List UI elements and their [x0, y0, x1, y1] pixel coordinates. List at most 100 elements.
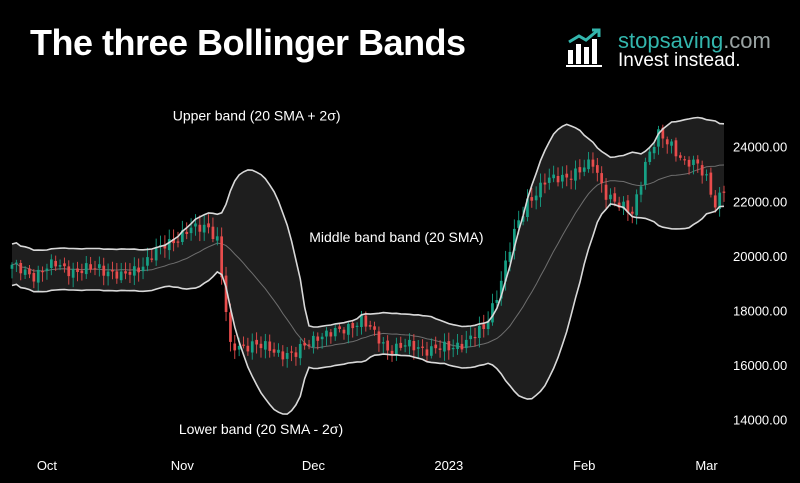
candle-body [342, 329, 346, 334]
candle [329, 329, 333, 344]
candle [67, 260, 71, 285]
candle-body [399, 342, 403, 348]
candle-body [115, 271, 119, 279]
candle-body [32, 273, 36, 282]
candle-body [438, 348, 442, 350]
candle-body [329, 332, 333, 337]
candle [333, 325, 337, 341]
upper-band-line [11, 116, 725, 328]
candle [687, 156, 691, 175]
candle [395, 337, 398, 361]
candle [692, 155, 695, 175]
y-tick-label: 14000.00 [733, 413, 787, 428]
candle-body [443, 341, 446, 352]
candle-body [530, 197, 534, 201]
candle-body [648, 151, 652, 162]
candle [478, 316, 481, 348]
candle [54, 255, 57, 271]
candle-body [591, 159, 595, 167]
candle-body [146, 257, 149, 266]
candle-body [464, 339, 468, 349]
candle [115, 262, 119, 284]
candle [469, 326, 472, 347]
candle-body [377, 331, 381, 344]
candle-body [307, 344, 311, 346]
candle [430, 338, 433, 359]
brand-logo[interactable]: stopsaving.com Invest instead. [566, 28, 796, 72]
candle-body [102, 265, 106, 276]
candle [106, 263, 110, 286]
candle [639, 181, 643, 203]
candle-body [386, 340, 389, 351]
candle-body [285, 353, 289, 359]
candle [587, 151, 590, 173]
candle [277, 343, 280, 357]
candle-body [600, 173, 603, 184]
candle [390, 345, 394, 362]
candle [696, 155, 700, 173]
candle-body [482, 324, 486, 329]
candle-body [670, 141, 673, 146]
candle-body [456, 342, 459, 349]
candle [644, 157, 647, 190]
candle-body [486, 320, 490, 329]
candle-body [395, 343, 398, 356]
candle [569, 170, 573, 190]
candle-body [473, 337, 477, 339]
x-axis: Oct Nov Dec 2023 Feb Mar [37, 458, 719, 473]
candle-body [312, 335, 315, 347]
candle-body [119, 271, 123, 281]
candle-body [543, 182, 547, 185]
candle-body [141, 266, 145, 272]
candle-body [281, 351, 285, 360]
candle [255, 332, 258, 354]
y-tick-label: 22000.00 [733, 194, 787, 209]
candle-body [622, 201, 625, 209]
candle-body [211, 226, 215, 239]
candle-body [220, 236, 223, 278]
candle [194, 214, 197, 236]
candle-body [84, 263, 88, 275]
candle [80, 263, 84, 281]
candle-body [154, 248, 158, 261]
candle-body [76, 268, 79, 272]
candle-body [128, 271, 132, 275]
candle-body [277, 349, 280, 353]
candle-body [41, 271, 44, 273]
candle-body [67, 266, 71, 277]
candle [128, 263, 132, 284]
candle [399, 336, 403, 351]
candle [342, 327, 346, 340]
candle-body [137, 267, 140, 273]
candle-body [460, 343, 464, 350]
candle-body [215, 236, 219, 241]
candle [596, 157, 599, 182]
candle-body [504, 260, 507, 282]
candle [146, 247, 149, 272]
candle [250, 333, 254, 360]
candle-body [478, 325, 481, 338]
candle-body [578, 167, 582, 173]
candle-body [421, 346, 424, 348]
page-title: The three Bollinger Bands [30, 22, 466, 63]
candle [137, 258, 140, 282]
candle-body [89, 264, 92, 270]
candle [547, 168, 551, 190]
candle-body [604, 184, 608, 200]
candle-body [687, 159, 691, 167]
candle [683, 155, 686, 165]
candle-body [613, 193, 617, 202]
candle-body [508, 251, 512, 262]
candle-body [290, 351, 293, 353]
candle [617, 196, 621, 211]
candle [10, 262, 14, 279]
candle [421, 339, 424, 356]
candle-body [242, 344, 245, 346]
candle-body [264, 341, 267, 350]
candle-body [360, 314, 363, 327]
candle [364, 311, 368, 332]
candle [202, 215, 206, 241]
candle [259, 336, 263, 358]
candle [482, 314, 486, 338]
candle [307, 339, 311, 350]
